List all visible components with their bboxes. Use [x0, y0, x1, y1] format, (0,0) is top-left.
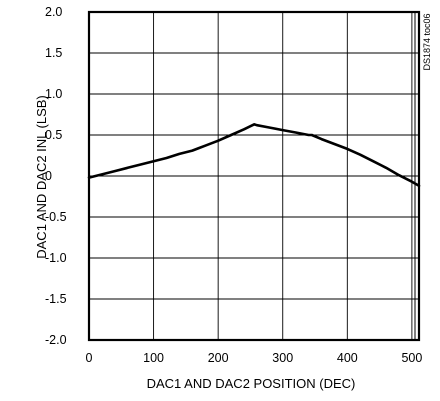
y-tick-label: -1.0 [45, 251, 67, 265]
x-tick-label: 500 [401, 351, 422, 365]
x-tick-label: 100 [143, 351, 164, 365]
x-tick-label: 200 [208, 351, 229, 365]
y-tick-label: -1.5 [45, 292, 67, 306]
plot-frame [87, 10, 421, 342]
y-tick-label: 1.5 [45, 46, 62, 60]
y-tick-label: -0.5 [45, 210, 67, 224]
axes [87, 10, 421, 342]
x-axis-label: DAC1 AND DAC2 POSITION (DEC) [147, 376, 356, 391]
x-tick-label: 400 [337, 351, 358, 365]
y-tick-label: 1.0 [45, 87, 62, 101]
tick-labels: 0 100 200 300 400 500 2.0 1.5 1.0 0.5 0 -0.5 -1.0 -1.… [45, 5, 422, 365]
grid-lines [89, 12, 419, 340]
y-tick-label: 0 [45, 169, 52, 183]
data-series [87, 123, 421, 188]
y-tick-label: 0.5 [45, 128, 62, 142]
y-axis-label: DAC1 AND DAC2 INL (LSB) [34, 95, 49, 259]
x-tick-label: 0 [86, 351, 93, 365]
y-tick-label: -2.0 [45, 333, 67, 347]
figure-id-annotation: DS1874 toc06 [422, 13, 432, 70]
inl-series-line [87, 123, 421, 188]
x-tick-label: 300 [272, 351, 293, 365]
y-tick-label: 2.0 [45, 5, 62, 19]
